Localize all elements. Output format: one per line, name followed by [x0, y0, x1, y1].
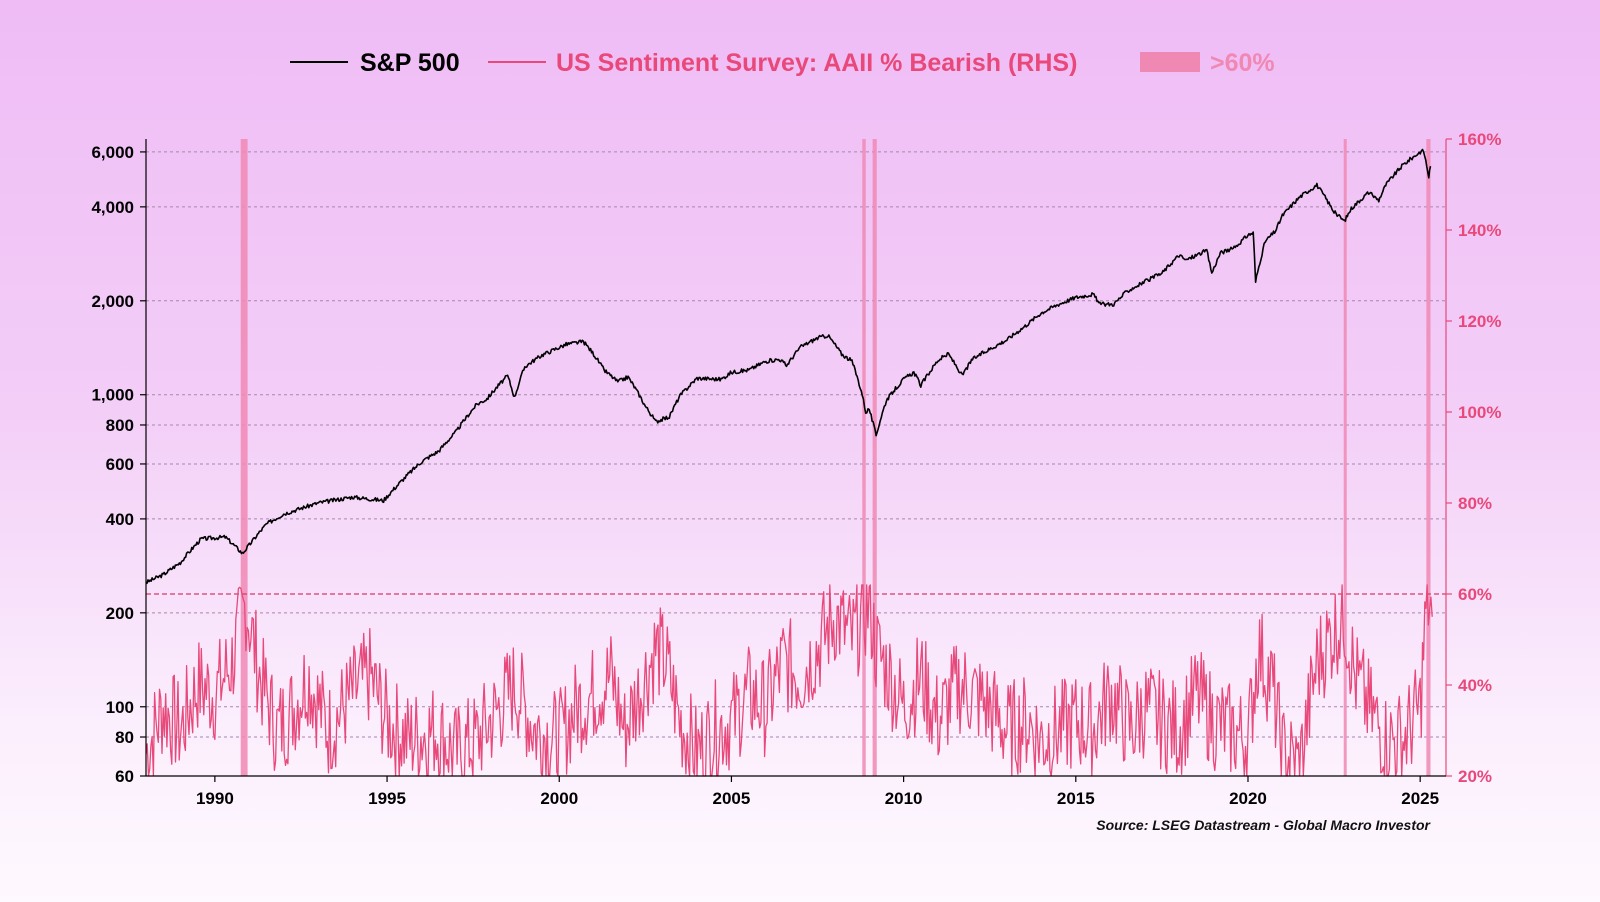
- right-tick-label: 40%: [1458, 676, 1492, 695]
- x-tick-label: 2025: [1401, 789, 1439, 808]
- x-tick-label: 2005: [713, 789, 751, 808]
- plot-area: 60801002004006008001,0002,0004,0006,000 …: [91, 130, 1501, 808]
- series-line-sp500: [146, 148, 1432, 585]
- x-tick-label: 2015: [1057, 789, 1095, 808]
- series-bearish: [145, 584, 1433, 777]
- grid-lines: [146, 151, 1446, 738]
- left-tick-label: 600: [106, 455, 134, 474]
- left-axis-ticks: 60 80 100 200 400 600 800 1,000 2,000 4,000 6,000: [91, 143, 146, 786]
- x-tick-label: 2010: [885, 789, 923, 808]
- left-tick-label: 1,000: [91, 386, 134, 405]
- right-tick-label: 140%: [1458, 221, 1501, 240]
- left-tick-label: 200: [106, 604, 134, 623]
- highlight-band: [240, 139, 248, 776]
- left-tick-label: 800: [106, 416, 134, 435]
- right-tick-label: 100%: [1458, 403, 1501, 422]
- highlight-band: [872, 139, 877, 776]
- x-tick-label: 2000: [540, 789, 578, 808]
- highlight-band: [1426, 139, 1431, 776]
- left-tick-label: 100: [106, 698, 134, 717]
- highlight-bands: [240, 139, 1431, 776]
- left-tick-label: 6,000: [91, 143, 134, 162]
- left-tick-label: 2,000: [91, 292, 134, 311]
- left-tick-label: 60: [115, 767, 134, 786]
- right-tick-label: 160%: [1458, 130, 1501, 149]
- legend-label-band: >60%: [1210, 49, 1275, 77]
- axes: [145, 139, 1447, 777]
- legend: S&P 500 US Sentiment Survey: AAII % Bear…: [290, 49, 1275, 77]
- highlight-band: [862, 139, 866, 776]
- x-tick-label: 1990: [196, 789, 234, 808]
- series-sp500: [146, 148, 1432, 585]
- right-tick-label: 120%: [1458, 312, 1501, 331]
- legend-label-sp500: S&P 500: [360, 49, 460, 77]
- left-tick-label: 4,000: [91, 198, 134, 217]
- series-line-bearish: [145, 584, 1433, 777]
- x-tick-label: 1995: [368, 789, 406, 808]
- left-tick-label: 400: [106, 510, 134, 529]
- right-tick-label: 20%: [1458, 767, 1492, 786]
- legend-swatch-band: [1140, 52, 1200, 72]
- x-tick-label: 2020: [1229, 789, 1267, 808]
- right-axis-ticks: 20% 40% 60% 80% 100% 120% 140% 160%: [1446, 130, 1501, 786]
- highlight-band: [1343, 139, 1347, 776]
- x-axis-ticks: 1990 1995 2000 2005 2010 2015 2020 2025: [196, 776, 1439, 808]
- right-tick-label: 80%: [1458, 494, 1492, 513]
- legend-label-bearish: US Sentiment Survey: AAII % Bearish (RHS…: [556, 49, 1077, 77]
- left-tick-label: 80: [115, 728, 134, 747]
- source-note: Source: LSEG Datastream - Global Macro I…: [1096, 817, 1431, 833]
- right-tick-label: 60%: [1458, 585, 1492, 604]
